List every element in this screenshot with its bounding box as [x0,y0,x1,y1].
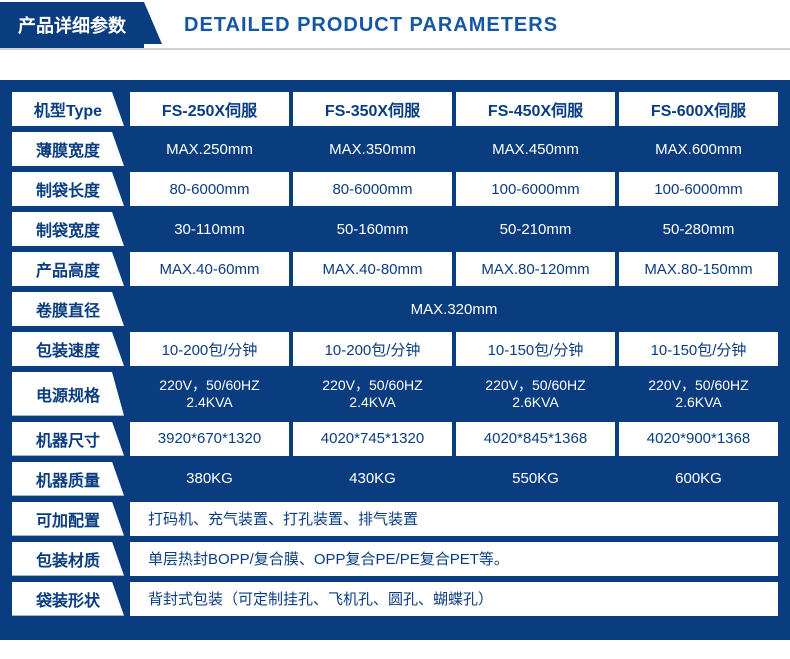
model-2: FS-450X伺服 [456,92,615,126]
row-label: 机器质量 [12,462,124,496]
spec-row: 薄膜宽度MAX.250mmMAX.350mmMAX.450mmMAX.600mm [12,132,778,166]
row-value: 10-150包/分钟 [619,332,778,366]
row-value: 220V，50/60HZ2.6KVA [619,372,778,416]
row-value: 430KG [293,462,452,496]
row-value: MAX.80-150mm [619,252,778,286]
row-value: 4020*900*1368 [619,422,778,456]
row-label: 卷膜直径 [12,292,124,326]
spec-row: 电源规格220V，50/60HZ2.4KVA220V，50/60HZ2.4KVA… [12,372,778,416]
type-label: 机型Type [12,92,124,126]
row-label: 包装速度 [12,332,124,366]
row-value: MAX.80-120mm [456,252,615,286]
row-value: MAX.450mm [456,132,615,166]
header-tab-cn: 产品详细参数 [0,2,144,48]
row-label: 包装材质 [12,542,124,576]
row-value: 10-150包/分钟 [456,332,615,366]
spec-row: 包装材质单层热封BOPP/复合膜、OPP复合PE/PE复合PET等。 [12,542,778,576]
row-label: 制袋宽度 [12,212,124,246]
header-title-en: DETAILED PRODUCT PARAMETERS [184,14,558,37]
row-value: 3920*670*1320 [130,422,289,456]
row-value: 100-6000mm [619,172,778,206]
model-1: FS-350X伺服 [293,92,452,126]
row-value: 80-6000mm [293,172,452,206]
row-value: 600KG [619,462,778,496]
row-value: MAX.600mm [619,132,778,166]
row-value: 10-200包/分钟 [130,332,289,366]
row-value: 30-110mm [130,212,289,246]
row-value: 100-6000mm [456,172,615,206]
row-value: 50-280mm [619,212,778,246]
spec-row: 包装速度10-200包/分钟10-200包/分钟10-150包/分钟10-150… [12,332,778,366]
row-value: 50-160mm [293,212,452,246]
row-value: 220V，50/60HZ2.4KVA [293,372,452,416]
row-label: 薄膜宽度 [12,132,124,166]
row-value: MAX.40-80mm [293,252,452,286]
row-merged-value: MAX.320mm [130,292,778,326]
spec-row: 袋装形状背封式包装（可定制挂孔、飞机孔、圆孔、蝴蝶孔） [12,582,778,616]
row-value: 220V，50/60HZ2.4KVA [130,372,289,416]
row-value: 380KG [130,462,289,496]
header: 产品详细参数 DETAILED PRODUCT PARAMETERS [0,0,790,50]
spec-row: 卷膜直径MAX.320mm [12,292,778,326]
spec-table: 机型Type FS-250X伺服 FS-350X伺服 FS-450X伺服 FS-… [0,80,790,640]
model-0: FS-250X伺服 [130,92,289,126]
row-label: 产品高度 [12,252,124,286]
header-underline [0,48,790,50]
row-value: 550KG [456,462,615,496]
row-value: MAX.40-60mm [130,252,289,286]
table-header-row: 机型Type FS-250X伺服 FS-350X伺服 FS-450X伺服 FS-… [12,92,778,126]
row-merged-value: 打码机、充气装置、打孔装置、排气装置 [130,502,778,536]
row-label: 电源规格 [12,372,124,416]
row-label: 袋装形状 [12,582,124,616]
row-label: 机器尺寸 [12,422,124,456]
spec-row: 产品高度MAX.40-60mmMAX.40-80mmMAX.80-120mmMA… [12,252,778,286]
row-value: 220V，50/60HZ2.6KVA [456,372,615,416]
spec-row: 可加配置打码机、充气装置、打孔装置、排气装置 [12,502,778,536]
row-value: 80-6000mm [130,172,289,206]
row-value: MAX.250mm [130,132,289,166]
row-label: 制袋长度 [12,172,124,206]
row-value: 50-210mm [456,212,615,246]
row-merged-value: 背封式包装（可定制挂孔、飞机孔、圆孔、蝴蝶孔） [130,582,778,616]
spec-row: 制袋长度80-6000mm80-6000mm100-6000mm100-6000… [12,172,778,206]
row-value: MAX.350mm [293,132,452,166]
row-value: 10-200包/分钟 [293,332,452,366]
row-label: 可加配置 [12,502,124,536]
spec-row: 机器尺寸3920*670*13204020*745*13204020*845*1… [12,422,778,456]
spec-row: 制袋宽度30-110mm50-160mm50-210mm50-280mm [12,212,778,246]
row-value: 4020*745*1320 [293,422,452,456]
row-merged-value: 单层热封BOPP/复合膜、OPP复合PE/PE复合PET等。 [130,542,778,576]
model-3: FS-600X伺服 [619,92,778,126]
row-value: 4020*845*1368 [456,422,615,456]
spec-row: 机器质量380KG430KG550KG600KG [12,462,778,496]
